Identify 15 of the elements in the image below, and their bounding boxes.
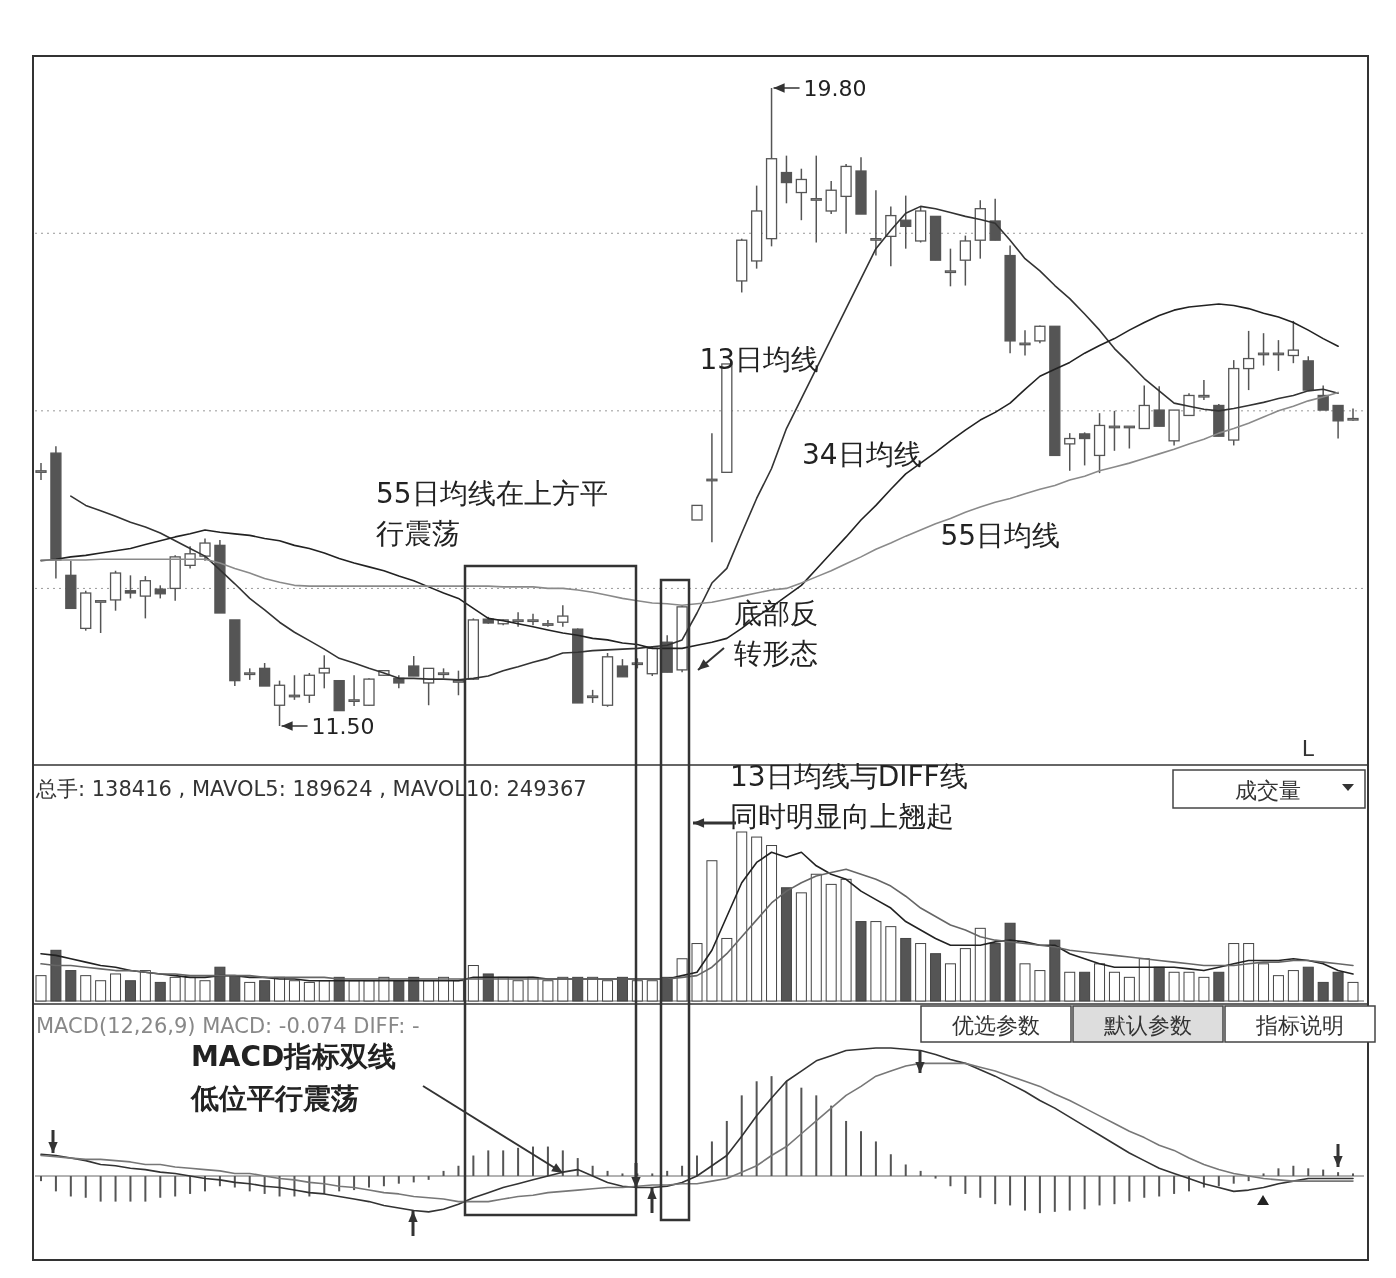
- text: 默认参数: [1103, 1013, 1192, 1038]
- annotation: 55日均线在上方平行震荡: [376, 477, 608, 550]
- annotation: 11.50: [311, 714, 375, 739]
- text: L: [1301, 736, 1315, 761]
- text: 成交量: [1235, 778, 1301, 803]
- series-label: 13日均线: [699, 342, 820, 376]
- text: 优选参数: [952, 1013, 1040, 1038]
- series-label: 34日均线: [801, 438, 922, 472]
- chart-title: MACD(12,26,9) MACD: -0.074 DIFF: -: [36, 1014, 420, 1038]
- annotation: MACD指标双线低位平行震荡: [190, 1040, 397, 1115]
- text: 指标说明: [1255, 1013, 1344, 1038]
- annotation: 底部反转形态: [734, 597, 818, 670]
- annotation: 13日均线与DIFF线同时明显向上翘起: [730, 760, 968, 833]
- annotation: 19.80: [803, 76, 867, 101]
- series-label: 55日均线: [940, 518, 1061, 552]
